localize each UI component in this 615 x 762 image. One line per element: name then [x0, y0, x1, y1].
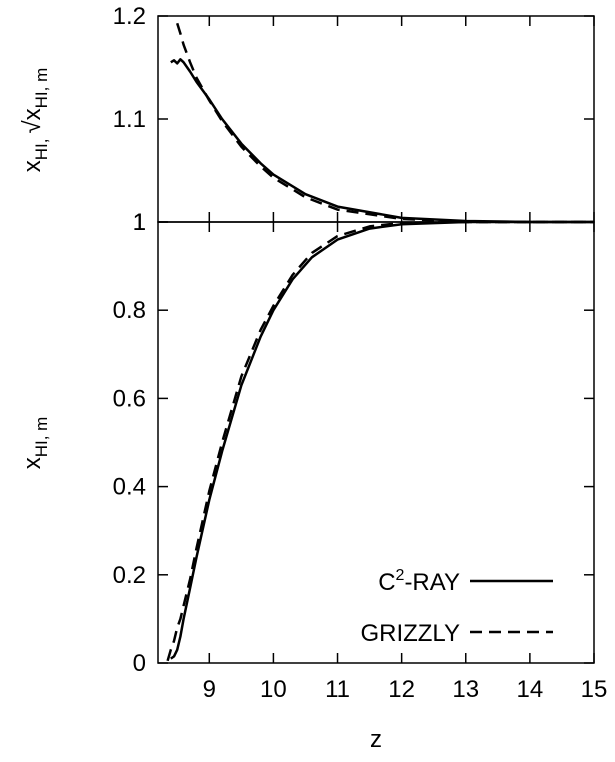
legend-c2ray-suffix: -RAY	[404, 569, 460, 596]
y-tick-label: 0.8	[113, 297, 146, 324]
y-tick-label: 0.2	[113, 562, 146, 589]
x-tick-label: 12	[388, 676, 415, 703]
bottom-panel-ticks: 1 0.8 0.6 0.4 0.2 0 9 10 11 12 13 14 15	[113, 209, 608, 703]
top-panel-ticks: 1.2 1.1 1	[113, 3, 595, 236]
bottom-panel-ylabel: xHI, m	[19, 417, 51, 470]
top-ylabel-x: x	[19, 160, 46, 172]
series-line-grizzly	[176, 22, 594, 224]
series-line-c2-ray	[170, 220, 594, 660]
x-tick-label: 13	[452, 676, 479, 703]
top-ylabel-sub1: HI,	[32, 139, 51, 161]
bottom-panel-series	[166, 220, 594, 662]
bottom-ylabel-x: x	[19, 457, 46, 469]
bottom-ylabel-sub: HI, m	[32, 417, 51, 458]
top-ylabel-x2: x	[19, 108, 46, 120]
x-tick-label: 15	[581, 676, 608, 703]
legend: C2-RAY GRIZZLY	[360, 567, 553, 647]
bottom-panel: 1 0.8 0.6 0.4 0.2 0 9 10 11 12 13 14 15 xHI, m z C2-…	[19, 209, 607, 753]
top-panel-series	[170, 22, 594, 224]
legend-label-c2ray: C2-RAY	[378, 567, 460, 596]
bottom-panel-frame	[157, 221, 595, 664]
x-axis-title: z	[370, 726, 382, 753]
y-tick-label: 0.4	[113, 474, 146, 501]
x-tick-label: 9	[203, 676, 216, 703]
legend-c2ray-prefix: C	[378, 569, 395, 596]
x-tick-label: 10	[260, 676, 287, 703]
y-tick-label: 1.1	[113, 106, 146, 133]
top-panel: 1.21.11 xHI,√xHI, m	[19, 3, 595, 236]
y-tick-label: 0	[133, 650, 146, 677]
series-line-grizzly	[166, 220, 594, 662]
top-panel-ylabel: xHI,√xHI, m	[19, 68, 51, 173]
top-ylabel-sqrt: √	[19, 120, 46, 134]
legend-label-grizzly: GRIZZLY	[360, 620, 460, 647]
x-tick-label: 14	[517, 676, 544, 703]
top-ylabel-sub2: HI, m	[32, 68, 51, 109]
legend-c2ray-sup: 2	[396, 567, 405, 584]
y-tick-label: 1	[133, 209, 146, 236]
series-line-c2-ray	[170, 58, 594, 224]
y-tick-label: 1	[133, 209, 146, 236]
y-tick-label: 1.2	[113, 3, 146, 30]
y-tick-label: 0.6	[113, 385, 146, 412]
x-tick-label: 11	[325, 676, 350, 703]
